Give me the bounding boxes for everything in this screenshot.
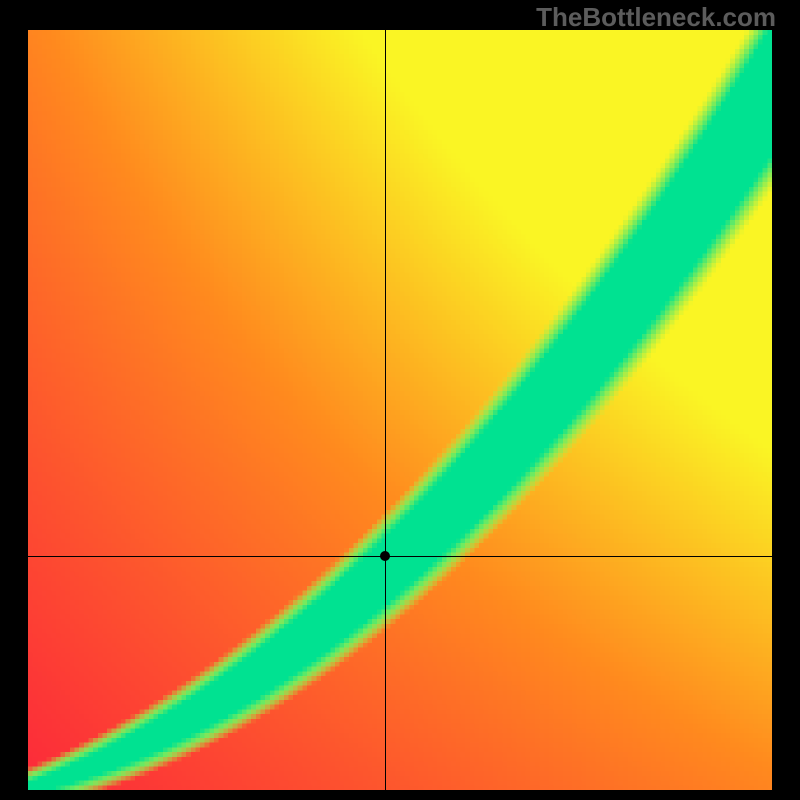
- crosshair-dot: [380, 551, 390, 561]
- crosshair-horizontal: [28, 556, 772, 557]
- crosshair-vertical: [385, 30, 386, 790]
- watermark-text: TheBottleneck.com: [536, 2, 776, 33]
- bottleneck-heatmap: [28, 30, 772, 790]
- chart-container: TheBottleneck.com: [0, 0, 800, 800]
